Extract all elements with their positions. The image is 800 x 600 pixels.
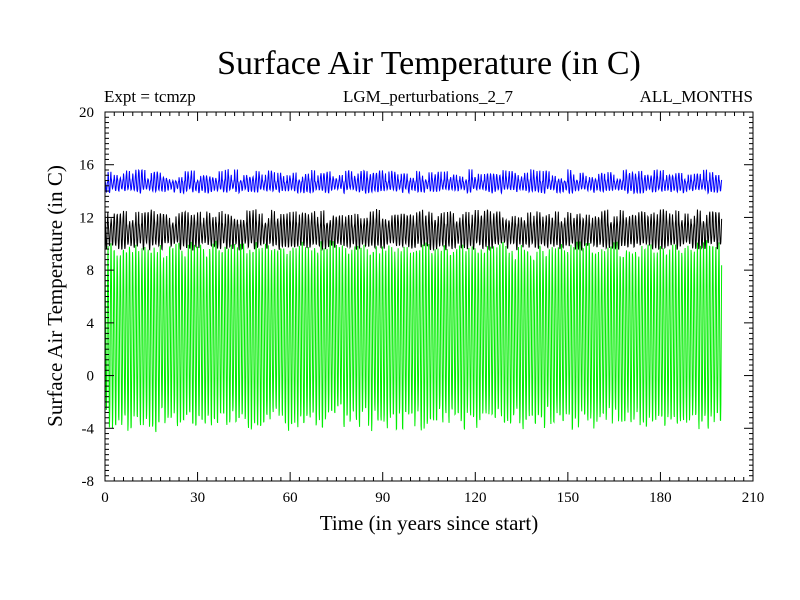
x-tick-label: 0	[101, 490, 109, 506]
x-tick-label: 150	[557, 490, 580, 506]
subtitle-experiment: Expt = tcmzp	[104, 87, 196, 106]
x-axis-label: Time (in years since start)	[320, 511, 539, 535]
y-tick-label: -8	[82, 474, 95, 490]
y-tick-label: 4	[87, 316, 95, 332]
x-tick-label: 60	[283, 490, 298, 506]
subtitle-run: LGM_perturbations_2_7	[343, 87, 513, 106]
y-tick-label: -4	[82, 421, 95, 437]
y-tick-label: 20	[79, 105, 94, 121]
x-tick-label: 210	[742, 490, 765, 506]
y-tick-label: 8	[87, 263, 95, 279]
x-tick-label: 180	[649, 490, 672, 506]
chart-title: Surface Air Temperature (in C)	[217, 45, 641, 82]
y-tick-label: 12	[79, 210, 94, 226]
y-tick-label: 0	[87, 369, 95, 385]
series-line-green	[104, 240, 723, 433]
x-tick-label: 120	[464, 490, 487, 506]
series-line-black	[104, 208, 723, 252]
series-line-blue	[104, 168, 723, 195]
y-tick-label: 16	[79, 158, 95, 174]
x-tick-label: 30	[190, 490, 205, 506]
y-axis-label: Surface Air Temperature (in C)	[43, 165, 67, 427]
x-tick-label: 90	[375, 490, 390, 506]
subtitle-months: ALL_MONTHS	[640, 87, 753, 106]
series-layer	[104, 168, 723, 433]
ticks-layer: 0 30 60 90 120 150 180 210 -8 -4 0 4 8 12 16 20	[79, 105, 764, 506]
